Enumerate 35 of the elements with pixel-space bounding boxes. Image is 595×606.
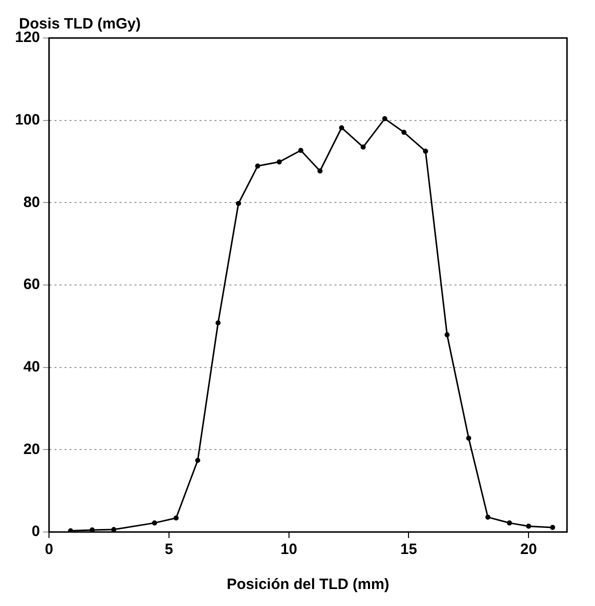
point [298,148,304,153]
point [466,436,472,441]
y-tick-label: 40 [23,358,40,376]
point [485,514,490,520]
point [152,520,158,526]
point [255,163,260,169]
point [276,159,282,164]
x-tick-label: 10 [280,541,298,558]
x-tick-label: 20 [520,541,537,558]
y-tick-label: 80 [23,194,40,211]
point [444,332,450,338]
x-tick-label: 5 [164,541,174,558]
x-tick-label: 15 [400,541,418,558]
point [526,524,532,529]
point [90,527,95,532]
y-tick-label: 0 [32,523,40,540]
point [339,125,344,130]
point [174,515,179,521]
point [422,148,428,154]
point [550,524,556,530]
point [111,526,116,532]
point [506,520,512,526]
point [195,458,200,463]
point [68,528,74,532]
x-axis-title: Posición del TLD (mm) [226,576,390,594]
x-tick-label: 0 [44,541,54,558]
point [401,130,406,135]
point [236,200,242,206]
point [216,320,221,326]
y-tick-label: 20 [23,440,40,458]
y-tick-label: 100 [14,111,40,128]
y-tick-label: 60 [23,276,40,294]
point [382,116,388,122]
point [317,168,323,174]
point [360,144,366,150]
